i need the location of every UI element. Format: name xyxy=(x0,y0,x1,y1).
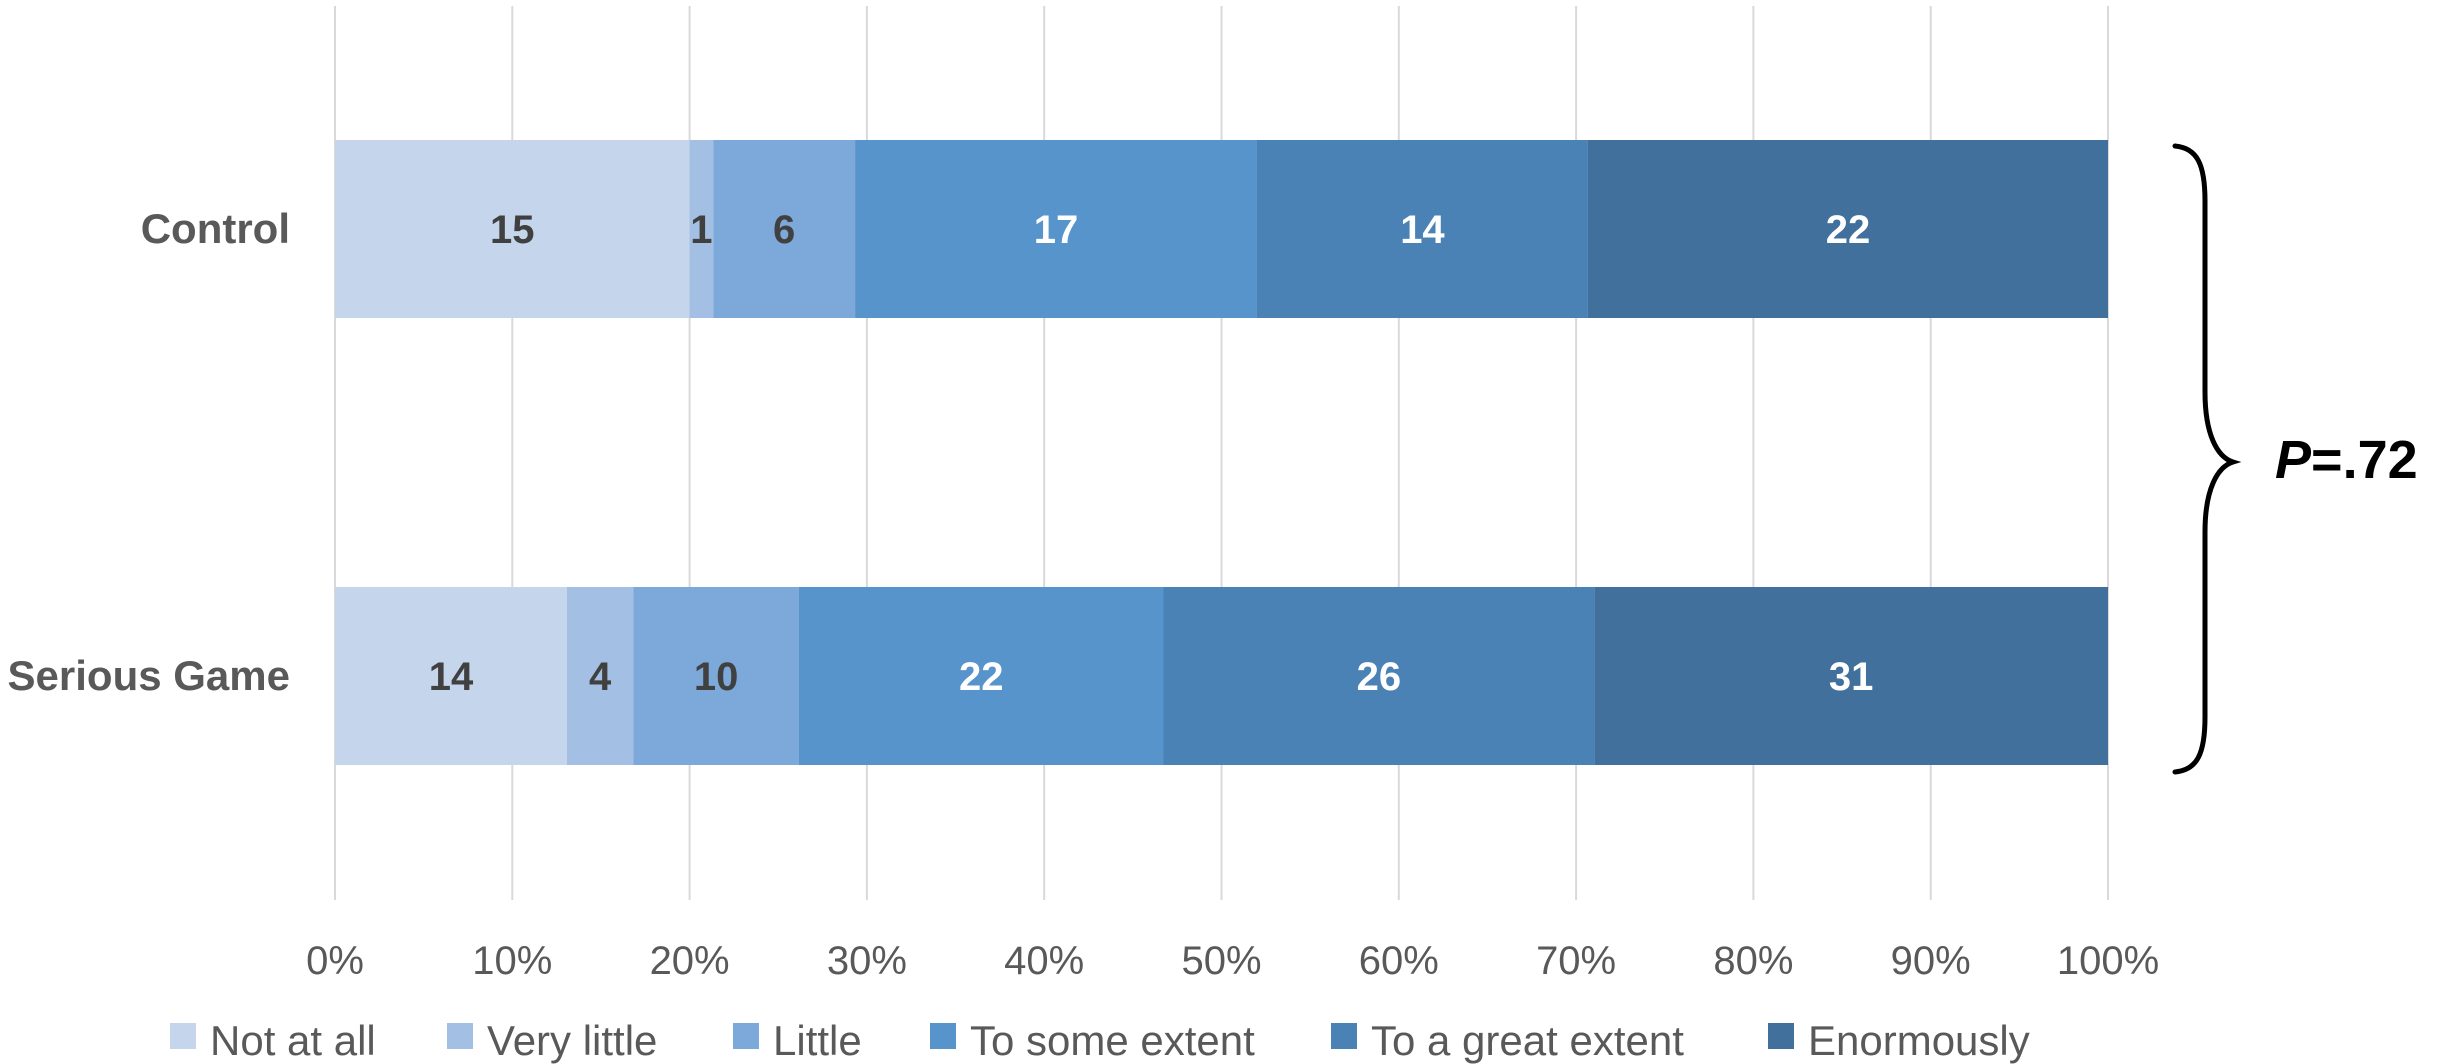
significance-annotation: P=.72 xyxy=(2172,143,2418,775)
x-tick-label: 20% xyxy=(650,939,730,983)
bar-segment xyxy=(566,587,634,765)
x-tick-label: 30% xyxy=(827,939,907,983)
bar-segment-label: 4 xyxy=(589,655,612,699)
bar-segment xyxy=(633,587,799,765)
category-label: Serious Game xyxy=(8,652,290,699)
bar-segment-label: 22 xyxy=(959,655,1004,699)
bar-segment-label: 31 xyxy=(1829,655,1874,699)
x-tick-label: 50% xyxy=(1181,939,1261,983)
bar-segment xyxy=(1256,140,1588,318)
x-tick-label: 80% xyxy=(1713,939,1793,983)
bar-segment-label: 6 xyxy=(773,208,795,252)
p-value-number: =.72 xyxy=(2311,430,2418,490)
legend-swatch xyxy=(930,1023,956,1049)
bar-segment xyxy=(1163,587,1595,765)
bar-segment-label: 17 xyxy=(1034,208,1079,252)
bar-segment xyxy=(855,140,1257,318)
legend-swatch xyxy=(1331,1023,1357,1049)
bar-segment-label: 26 xyxy=(1357,655,1402,699)
legend-swatch xyxy=(170,1023,196,1049)
x-tick-label: 40% xyxy=(1004,939,1084,983)
x-tick-label: 70% xyxy=(1536,939,1616,983)
bar-segment-label: 14 xyxy=(429,655,474,699)
x-axis-tick-labels: 0% 10% 20% 30% 40% 50% 60% 70% 80% 90% 100% xyxy=(306,939,2159,983)
legend-label: Very little xyxy=(487,1017,657,1064)
bar-segment xyxy=(798,587,1164,765)
legend-swatch xyxy=(733,1023,759,1049)
bar-segment xyxy=(335,140,690,318)
x-tick-label: 60% xyxy=(1359,939,1439,983)
bar-segment xyxy=(689,140,714,318)
p-value-label: P=.72 xyxy=(2275,430,2418,490)
bar-segment xyxy=(1587,140,2108,318)
legend-label: To some extent xyxy=(970,1017,1255,1064)
x-tick-label: 90% xyxy=(1891,939,1971,983)
bar-segment-label: 15 xyxy=(490,208,535,252)
category-label: Control xyxy=(141,205,290,252)
curly-brace-bracket xyxy=(2172,143,2242,775)
bar-segment xyxy=(713,140,856,318)
legend-label: Not at all xyxy=(210,1017,376,1064)
bar-segment-label: 10 xyxy=(694,655,739,699)
x-tick-label: 100% xyxy=(2057,939,2159,983)
x-tick-label: 10% xyxy=(472,939,552,983)
x-tick-label: 0% xyxy=(306,939,364,983)
category-labels: Control Serious Game xyxy=(8,205,290,699)
bar-segment-label: 22 xyxy=(1826,208,1871,252)
bar-segment xyxy=(335,587,567,765)
legend-swatch xyxy=(447,1023,473,1049)
legend-swatch xyxy=(1768,1023,1794,1049)
legend-label: Little xyxy=(773,1017,862,1064)
bar-segment-label: 1 xyxy=(690,208,712,252)
bar-segment xyxy=(1594,587,2108,765)
legend-label: To a great extent xyxy=(1371,1017,1684,1064)
legend: Not at all Very little Little To some exten… xyxy=(170,1017,2030,1064)
p-value-letter: P xyxy=(2275,430,2312,490)
legend-label: Enormously xyxy=(1808,1017,2030,1064)
bar-segment-label: 14 xyxy=(1400,208,1445,252)
